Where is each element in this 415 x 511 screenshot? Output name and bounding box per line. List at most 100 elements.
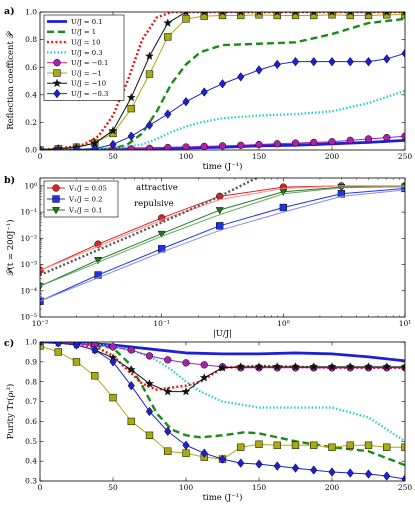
data-point	[91, 143, 99, 150]
data-point	[127, 380, 135, 391]
legend-label: U/J = −0.3	[71, 90, 108, 98]
data-point	[346, 56, 354, 67]
data-point	[145, 120, 154, 130]
y-tick-label: 10⁻⁵	[20, 313, 37, 322]
legend-label: U/J = −0.1	[71, 59, 108, 67]
data-point	[201, 12, 207, 16]
data-point	[40, 342, 44, 347]
data-point	[292, 12, 299, 16]
data-point	[94, 257, 103, 265]
y-tick-label: 0.7	[25, 397, 37, 406]
data-point	[181, 387, 191, 396]
data-point	[109, 343, 117, 351]
data-point	[127, 131, 135, 141]
data-point	[40, 266, 44, 275]
data-point	[127, 417, 135, 426]
data-point	[182, 359, 190, 367]
data-point	[279, 188, 288, 197]
data-point	[164, 33, 172, 41]
data-point	[402, 12, 405, 16]
x-tick-label: 150	[252, 152, 267, 161]
x-axis-label: time (J⁻¹)	[203, 492, 243, 503]
x-tick-label: 10¹	[399, 319, 412, 328]
data-point	[40, 297, 44, 305]
data-point	[401, 132, 405, 140]
x-tick-label: 250	[398, 152, 413, 161]
y-tick-label: 0.8	[25, 35, 37, 44]
series-line	[40, 342, 405, 391]
data-point	[364, 362, 373, 371]
data-point	[346, 441, 354, 449]
y-tick-label: 0.4	[25, 90, 37, 99]
data-point	[382, 362, 392, 371]
y-tick-label: 10⁻⁴	[20, 286, 37, 295]
data-point	[328, 56, 336, 67]
data-point	[383, 471, 391, 481]
legend-label: U/J = 10	[71, 39, 100, 47]
data-point	[328, 12, 336, 19]
data-point	[218, 363, 227, 372]
data-point	[237, 141, 245, 149]
y-axis-label: Purity Tr(ρₗ²)	[5, 384, 16, 440]
x-tick-label: 200	[325, 483, 340, 492]
data-point	[254, 362, 264, 371]
y-tick-label: 10⁻¹	[20, 208, 37, 217]
data-point	[163, 387, 173, 396]
series-line	[40, 12, 405, 150]
data-point	[272, 362, 282, 371]
data-point	[274, 12, 280, 16]
data-point	[238, 12, 244, 16]
data-point	[327, 362, 337, 371]
x-tick-label: 10⁰	[277, 319, 290, 328]
series-group	[40, 342, 405, 481]
data-point	[273, 461, 281, 471]
x-tick-label: 10⁻¹	[153, 319, 170, 328]
data-point	[291, 441, 300, 449]
data-point	[311, 12, 317, 16]
y-tick-label: 1.0	[25, 8, 37, 17]
y-tick-label: 1.0	[25, 338, 37, 347]
legend-marker	[53, 59, 61, 67]
data-point	[364, 469, 373, 479]
y-axis-label: Reflection coefficent 𝒫	[6, 30, 16, 129]
data-point	[255, 440, 263, 448]
data-point	[200, 142, 208, 150]
data-point	[94, 271, 102, 279]
data-point	[365, 12, 372, 16]
series-line	[40, 342, 405, 443]
data-point	[72, 342, 81, 350]
data-point	[384, 12, 390, 16]
x-axis-label: |U/J|	[213, 329, 232, 339]
legend-label: V₁/J = 0.1	[68, 206, 102, 214]
legend-marker	[51, 207, 61, 215]
data-point	[383, 54, 391, 64]
legend: V₁/J = 0.05 V₁/J = 0.2 V₁/J = 0.1	[43, 180, 119, 218]
data-point	[182, 96, 190, 107]
data-point	[401, 12, 405, 19]
panel-2: b) 10⁻² 10⁻¹ 10⁰ 10¹ 10⁻⁵ 10⁻⁴ 10⁻³ 10⁻² 10⁻¹ 10⁰ |…	[4, 175, 411, 339]
legend-marker	[52, 195, 60, 203]
data-point	[400, 362, 405, 371]
data-point	[255, 65, 263, 75]
data-point	[72, 145, 81, 150]
x-tick-label: 0	[38, 152, 43, 161]
data-point	[310, 138, 318, 147]
x-tick-label: 0	[38, 483, 43, 492]
data-point	[255, 12, 263, 19]
data-point	[127, 145, 135, 150]
x-tick-label: 10⁻²	[32, 319, 49, 328]
data-point	[127, 104, 135, 113]
legend-marker	[52, 78, 62, 88]
y-tick-label: 0.6	[25, 417, 37, 426]
data-point	[164, 447, 172, 455]
data-point	[273, 59, 281, 70]
data-point	[145, 144, 154, 150]
data-point	[329, 12, 335, 16]
data-point	[164, 109, 172, 119]
data-point	[255, 140, 263, 149]
y-tick-label: 0.9	[25, 357, 37, 366]
y-axis-label: 𝒫(t = 200J⁻¹)	[5, 219, 16, 275]
data-point	[145, 51, 154, 60]
data-point	[291, 463, 300, 473]
legend-box	[43, 14, 125, 101]
